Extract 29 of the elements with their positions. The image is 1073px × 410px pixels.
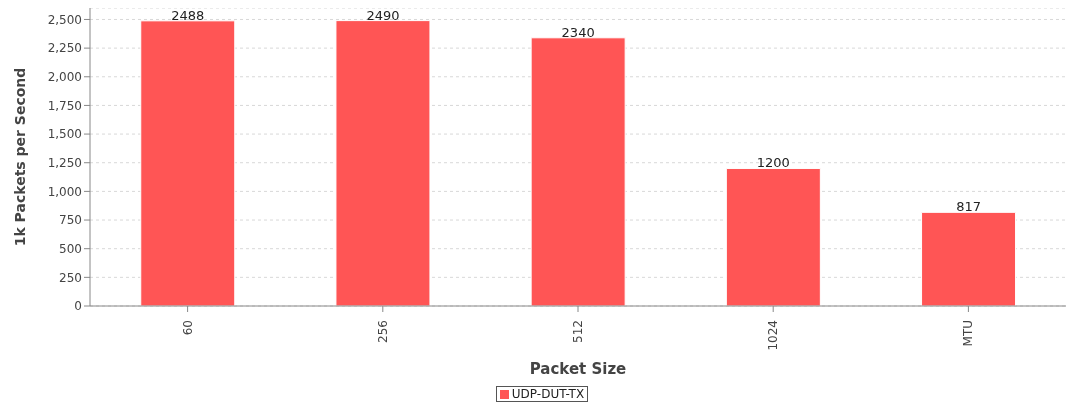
- y-tick-label: 2,000: [47, 70, 82, 85]
- data-label: 817: [956, 199, 981, 215]
- data-label: 1200: [756, 155, 790, 171]
- y-tick-label: 1,500: [47, 127, 82, 142]
- x-tick-label: MTU: [961, 320, 976, 347]
- x-axis-title: Packet Size: [529, 360, 627, 378]
- data-label: 2490: [366, 7, 400, 23]
- bar: [530, 37, 626, 306]
- x-tick-label: 512: [571, 320, 585, 343]
- bar: [725, 167, 821, 306]
- y-tick-label: 750: [59, 213, 82, 228]
- y-tick-label: 250: [59, 270, 82, 285]
- y-tick-label: 0: [74, 299, 82, 314]
- x-tick-label: 1024: [766, 320, 781, 351]
- y-tick-label: 1,000: [47, 184, 82, 199]
- legend-label: UDP-DUT-TX: [510, 387, 585, 401]
- x-tick-label: 256: [375, 320, 390, 343]
- y-tick-label: 1,750: [47, 98, 82, 113]
- bar: [335, 20, 431, 306]
- y-axis-title: 1k Packets per Second: [11, 67, 28, 247]
- y-tick-label: 2,500: [47, 12, 82, 27]
- bar: [140, 20, 236, 306]
- y-tick-label: 1,250: [47, 155, 82, 170]
- data-label: 2340: [561, 24, 595, 40]
- bar: [921, 211, 1017, 306]
- y-tick-label: 500: [59, 241, 82, 256]
- data-label: 2488: [171, 7, 205, 23]
- y-tick-label: 2,250: [47, 41, 82, 56]
- x-tick-label: 60: [180, 320, 195, 336]
